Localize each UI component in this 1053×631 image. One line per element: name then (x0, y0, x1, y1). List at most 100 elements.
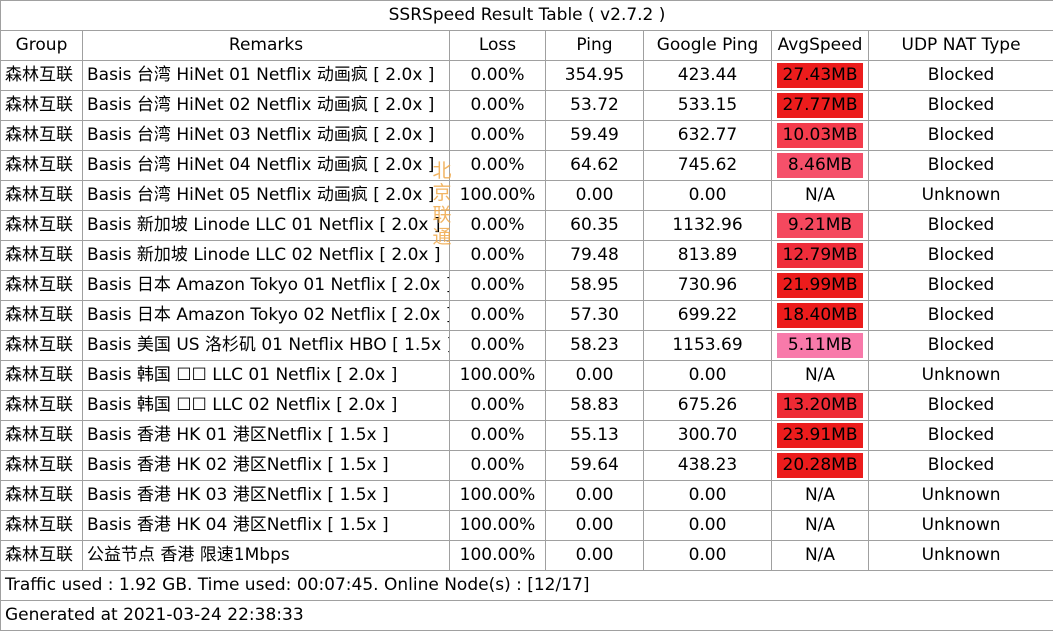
cell-loss: 0.00% (450, 421, 546, 451)
cell-loss: 100.00% (450, 541, 546, 571)
cell-remarks: Basis 香港 HK 02 港区Netflix [ 1.5x ] (83, 451, 450, 481)
cell-group: 森林互联 (1, 331, 83, 361)
avg-speed-value: 27.43MB (777, 63, 863, 88)
cell-avg-speed: N/A (772, 511, 869, 541)
avg-speed-value: 10.03MB (777, 123, 863, 148)
cell-google-ping: 300.70 (644, 421, 772, 451)
cell-google-ping: 675.26 (644, 391, 772, 421)
cell-udp-nat-type: Blocked (869, 421, 1053, 451)
cell-avg-speed: N/A (772, 541, 869, 571)
cell-ping: 60.35 (546, 211, 644, 241)
cell-remarks: Basis 香港 HK 04 港区Netflix [ 1.5x ] (83, 511, 450, 541)
table-title: SSRSpeed Result Table ( v2.7.2 ) (1, 1, 1053, 31)
avg-speed-value: 23.91MB (777, 423, 863, 448)
cell-udp-nat-type: Unknown (869, 541, 1053, 571)
header-udp-nat-type: UDP NAT Type (869, 31, 1053, 61)
cell-udp-nat-type: Blocked (869, 91, 1053, 121)
cell-google-ping: 0.00 (644, 511, 772, 541)
avg-speed-value: N/A (777, 483, 863, 508)
cell-avg-speed: 9.21MB (772, 211, 869, 241)
cell-google-ping: 0.00 (644, 361, 772, 391)
cell-group: 森林互联 (1, 391, 83, 421)
cell-google-ping: 423.44 (644, 61, 772, 91)
cell-remarks: Basis 台湾 HiNet 02 Netflix 动画疯 [ 2.0x ] (83, 91, 450, 121)
cell-group: 森林互联 (1, 241, 83, 271)
cell-loss: 0.00% (450, 391, 546, 421)
cell-ping: 79.48 (546, 241, 644, 271)
avg-speed-value: N/A (777, 543, 863, 568)
cell-avg-speed: 10.03MB (772, 121, 869, 151)
avg-speed-value: 27.77MB (777, 93, 863, 118)
cell-ping: 58.95 (546, 271, 644, 301)
cell-udp-nat-type: Unknown (869, 361, 1053, 391)
cell-loss: 100.00% (450, 511, 546, 541)
cell-remarks: Basis 韩国 ☐☐ LLC 02 Netflix [ 2.0x ] (83, 391, 450, 421)
cell-udp-nat-type: Blocked (869, 151, 1053, 181)
cell-loss: 100.00% (450, 181, 546, 211)
cell-group: 森林互联 (1, 301, 83, 331)
cell-remarks: 公益节点 香港 限速1Mbps (83, 541, 450, 571)
cell-avg-speed: 8.46MB (772, 151, 869, 181)
cell-group: 森林互联 (1, 361, 83, 391)
cell-remarks: Basis 韩国 ☐☐ LLC 01 Netflix [ 2.0x ] (83, 361, 450, 391)
cell-google-ping: 0.00 (644, 541, 772, 571)
avg-speed-value: 20.28MB (777, 453, 863, 478)
cell-avg-speed: 23.91MB (772, 421, 869, 451)
header-loss: Loss (450, 31, 546, 61)
avg-speed-value: 21.99MB (777, 273, 863, 298)
cell-group: 森林互联 (1, 451, 83, 481)
avg-speed-value: N/A (777, 513, 863, 538)
cell-ping: 58.23 (546, 331, 644, 361)
cell-group: 森林互联 (1, 91, 83, 121)
cell-udp-nat-type: Blocked (869, 121, 1053, 151)
footer-generated-row: Generated at 2021-03-24 22:38:33 (1, 601, 1053, 631)
cell-avg-speed: N/A (772, 481, 869, 511)
cell-remarks: Basis 台湾 HiNet 04 Netflix 动画疯 [ 2.0x ] (83, 151, 450, 181)
cell-ping: 57.30 (546, 301, 644, 331)
cell-google-ping: 0.00 (644, 181, 772, 211)
cell-google-ping: 745.62 (644, 151, 772, 181)
cell-udp-nat-type: Unknown (869, 481, 1053, 511)
cell-loss: 100.00% (450, 481, 546, 511)
cell-udp-nat-type: Blocked (869, 451, 1053, 481)
cell-group: 森林互联 (1, 61, 83, 91)
cell-udp-nat-type: Blocked (869, 301, 1053, 331)
cell-avg-speed: 18.40MB (772, 301, 869, 331)
cell-remarks: Basis 香港 HK 03 港区Netflix [ 1.5x ] (83, 481, 450, 511)
cell-udp-nat-type: Blocked (869, 271, 1053, 301)
cell-ping: 55.13 (546, 421, 644, 451)
cell-google-ping: 1153.69 (644, 331, 772, 361)
avg-speed-value: 5.11MB (777, 333, 863, 358)
cell-group: 森林互联 (1, 151, 83, 181)
avg-speed-value: N/A (777, 183, 863, 208)
header-google-ping: Google Ping (644, 31, 772, 61)
cell-google-ping: 813.89 (644, 241, 772, 271)
cell-loss: 0.00% (450, 271, 546, 301)
header-group: Group (1, 31, 83, 61)
cell-udp-nat-type: Unknown (869, 181, 1053, 211)
cell-loss: 0.00% (450, 61, 546, 91)
traffic-summary: Traffic used : 1.92 GB. Time used: 00:07… (1, 571, 1053, 601)
cell-loss: 0.00% (450, 301, 546, 331)
cell-loss: 0.00% (450, 91, 546, 121)
cell-udp-nat-type: Unknown (869, 511, 1053, 541)
cell-group: 森林互联 (1, 421, 83, 451)
cell-remarks: Basis 日本 Amazon Tokyo 01 Netflix [ 2.0x … (83, 271, 450, 301)
cell-remarks: Basis 美国 US 洛杉矶 01 Netflix HBO [ 1.5x ] (83, 331, 450, 361)
cell-google-ping: 438.23 (644, 451, 772, 481)
cell-google-ping: 0.00 (644, 481, 772, 511)
cell-udp-nat-type: Blocked (869, 241, 1053, 271)
cell-avg-speed: 27.77MB (772, 91, 869, 121)
